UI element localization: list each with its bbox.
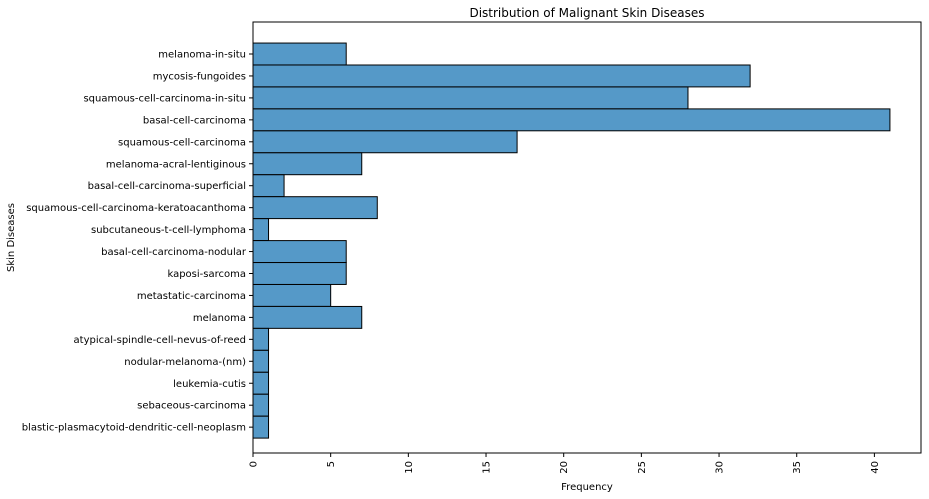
y-tick-label: basal-cell-carcinoma xyxy=(143,115,246,126)
y-tick-label: nodular-melanoma-(nm) xyxy=(124,357,246,368)
bar-nodular-melanoma-(nm) xyxy=(252,349,270,373)
bar-subcutaneous-t-cell-lymphoma xyxy=(252,218,270,242)
bar-squamous-cell-carcinoma-in-situ xyxy=(252,86,689,110)
x-tick-label: 30 xyxy=(715,461,726,474)
x-tick-label: 40 xyxy=(870,461,881,474)
plot-frame xyxy=(252,21,922,454)
y-tick-label: melanoma xyxy=(193,313,246,324)
y-tick-label: subcutaneous-t-cell-lymphoma xyxy=(91,225,246,236)
bar-atypical-spindle-cell-nevus-of-reed xyxy=(252,327,270,351)
y-tick-label: kaposi-sarcoma xyxy=(167,269,246,280)
x-tick-label: 5 xyxy=(326,461,337,467)
bar-sebaceous-carcinoma xyxy=(252,393,270,417)
x-tick-label: 35 xyxy=(792,461,803,474)
bar-basal-cell-carcinoma-superficial xyxy=(252,174,285,198)
y-axis-title: Skin Diseases xyxy=(6,203,17,272)
bar-squamous-cell-carcinoma-keratoacanthoma xyxy=(252,196,378,220)
y-tick-label: metastatic-carcinoma xyxy=(137,291,246,302)
x-tick-label: 10 xyxy=(404,461,415,474)
x-axis-ticks: 0 5 10 15 20 25 30 35 40 xyxy=(249,453,881,474)
bar-metastatic-carcinoma xyxy=(252,284,332,307)
y-tick-label: melanoma-in-situ xyxy=(158,50,246,61)
chart-title: Distribution of Malignant Skin Diseases xyxy=(469,6,704,20)
y-tick-label: squamous-cell-carcinoma xyxy=(118,137,246,148)
x-tick-label: 25 xyxy=(637,461,648,474)
y-tick-label: basal-cell-carcinoma-superficial xyxy=(88,181,246,192)
y-tick-label: squamous-cell-carcinoma-keratoacanthoma xyxy=(26,203,246,214)
bars-group xyxy=(252,42,891,439)
y-tick-label: basal-cell-carcinoma-nodular xyxy=(101,247,247,258)
bar-basal-cell-carcinoma-nodular xyxy=(252,240,347,264)
y-axis-ticks: melanoma-in-situ mycosis-fungoides squamou… xyxy=(22,50,253,434)
y-tick-label: mycosis-fungoides xyxy=(153,71,246,82)
bar-kaposi-sarcoma xyxy=(252,262,347,285)
y-tick-label: leukemia-cutis xyxy=(173,379,246,390)
bar-squamous-cell-carcinoma xyxy=(252,130,518,154)
bar-melanoma-acral-lentiginous xyxy=(252,152,363,176)
x-axis-title: Frequency xyxy=(561,482,613,493)
bar-leukemia-cutis xyxy=(252,371,270,395)
x-tick-label: 15 xyxy=(482,461,493,474)
y-tick-label: atypical-spindle-cell-nevus-of-reed xyxy=(74,335,246,346)
y-tick-label: blastic-plasmacytoid-dendritic-cell-neop… xyxy=(22,423,246,434)
bar-melanoma xyxy=(252,305,363,329)
y-tick-label: sebaceous-carcinoma xyxy=(137,401,246,412)
bar-melanoma-in-situ xyxy=(252,42,347,66)
bar-basal-cell-carcinoma xyxy=(252,108,891,132)
y-tick-label: squamous-cell-carcinoma-in-situ xyxy=(83,93,246,104)
bar-blastic-plasmacytoid-dendritic-cell-neoplasm xyxy=(252,415,270,439)
x-tick-label: 20 xyxy=(559,461,570,474)
x-tick-label: 0 xyxy=(249,461,260,467)
bar-mycosis-fungoides xyxy=(252,64,751,88)
y-tick-label: melanoma-acral-lentiginous xyxy=(106,159,246,170)
